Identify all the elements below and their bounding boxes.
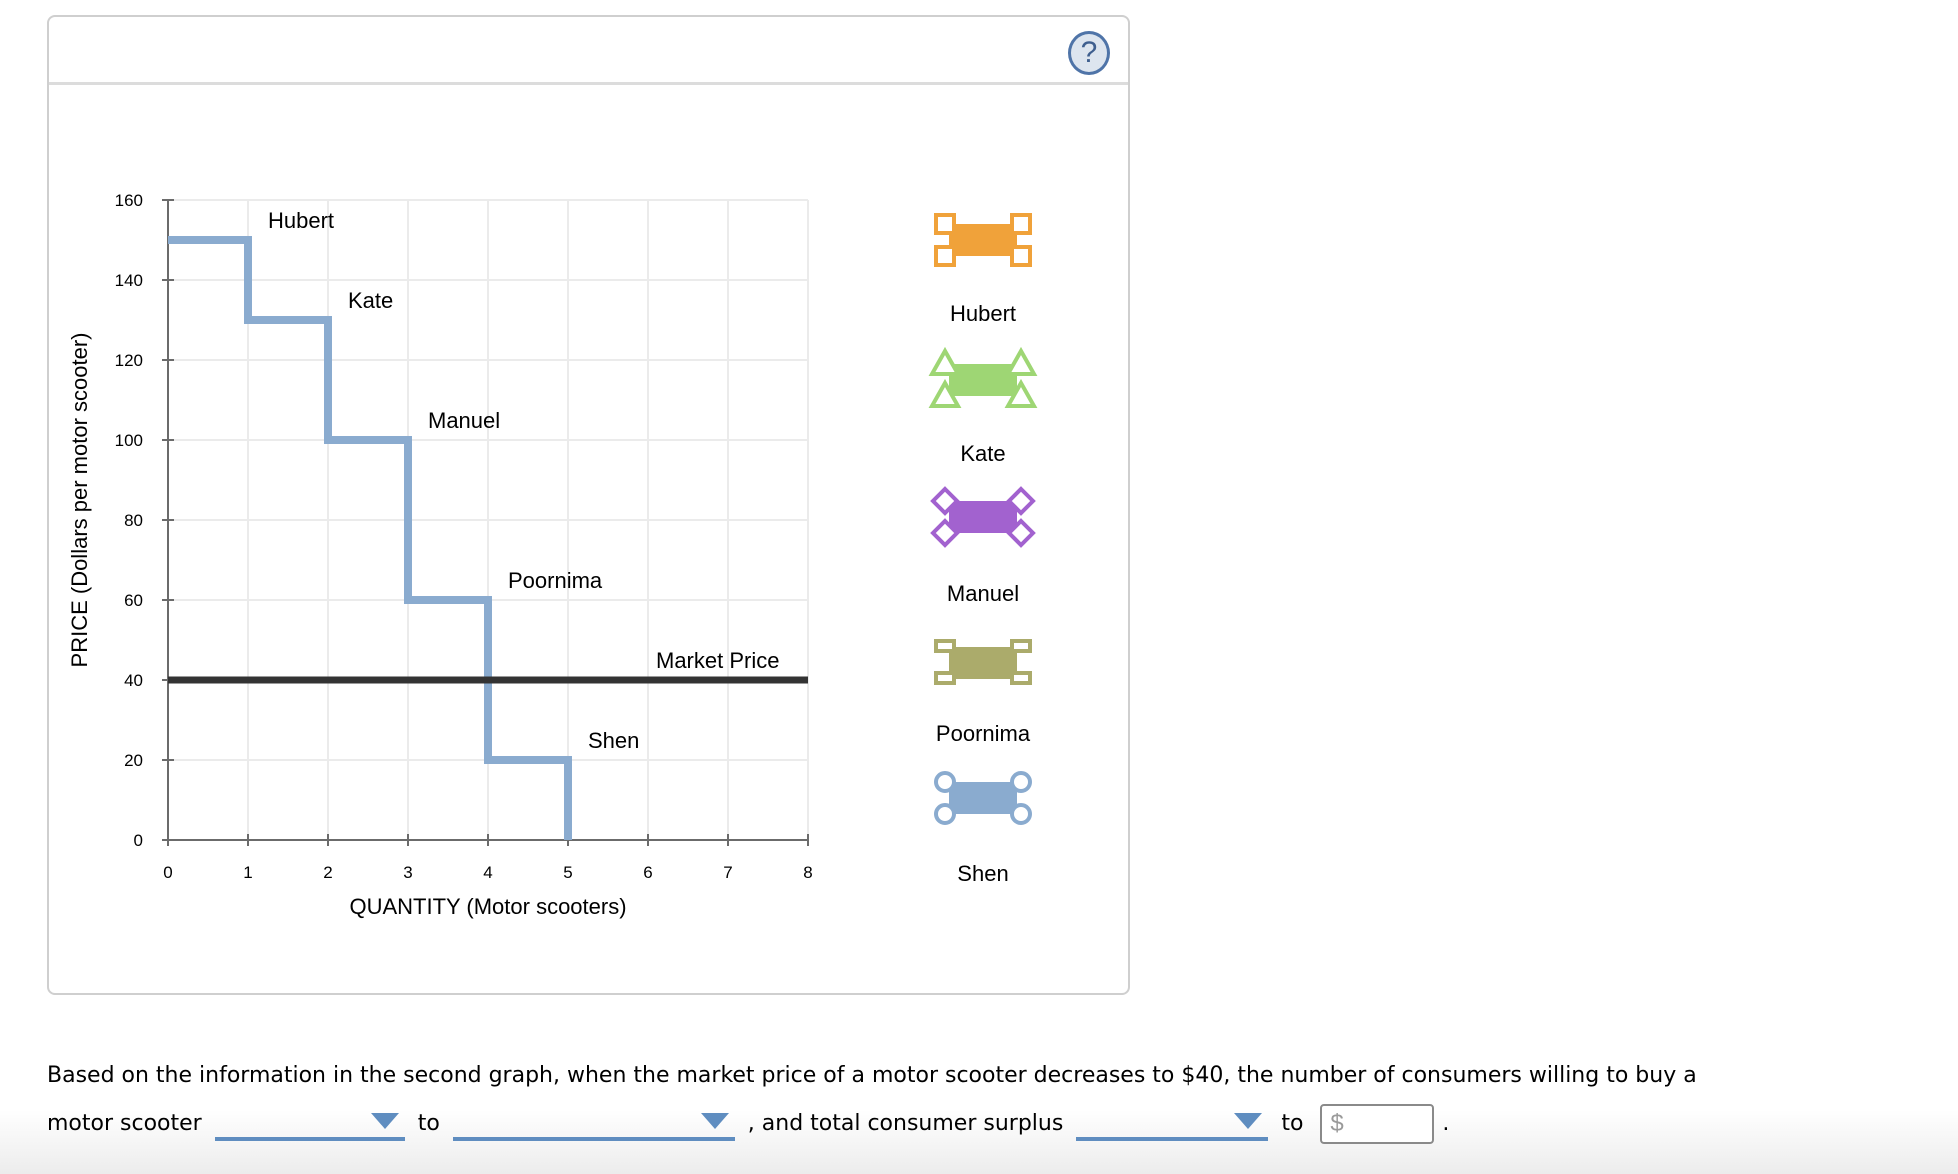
label-kate: Kate bbox=[348, 288, 393, 313]
square-marker-icon bbox=[934, 245, 956, 267]
y-tick-label: 140 bbox=[115, 271, 143, 290]
x-tick-label: 0 bbox=[163, 863, 172, 882]
axes: 0 20 40 60 80 100 120 140 160 0 1 2 3 4 5 6 7 8 bbox=[115, 191, 813, 882]
dash-marker-icon bbox=[1010, 639, 1032, 653]
legend-swatch bbox=[949, 224, 1017, 256]
y-tick-label: 0 bbox=[134, 831, 143, 850]
grid bbox=[168, 199, 809, 840]
sentence-end: . bbox=[1442, 1111, 1450, 1136]
question-part-1: motor scooter bbox=[47, 1111, 202, 1136]
question-line-1: Based on the information in the second g… bbox=[47, 1063, 1697, 1088]
legend-swatch bbox=[949, 364, 1017, 396]
legend-item-kate[interactable]: Kate bbox=[928, 346, 1038, 466]
legend-item-poornima[interactable]: Poornima bbox=[934, 639, 1032, 746]
x-tick-label: 1 bbox=[243, 863, 252, 882]
dash-marker-icon bbox=[1010, 671, 1032, 685]
question-mark-icon: ? bbox=[1080, 36, 1098, 69]
legend-label: Manuel bbox=[947, 581, 1019, 606]
series-layer bbox=[168, 236, 808, 840]
question-line-2: motor scooter to , and total consumer su… bbox=[47, 1100, 1927, 1148]
legend-label: Shen bbox=[957, 861, 1008, 886]
to-label-2: to bbox=[1281, 1111, 1304, 1136]
legend-swatch bbox=[949, 647, 1017, 679]
chevron-down-icon bbox=[700, 1113, 729, 1129]
question-part-2: , and total consumer surplus bbox=[747, 1111, 1064, 1136]
square-marker-icon bbox=[1010, 245, 1032, 267]
demand-chart: 0 20 40 60 80 100 120 140 160 0 1 2 3 4 5 6 7 8 Hubert Kat… bbox=[67, 191, 1038, 919]
circle-marker-icon bbox=[1010, 771, 1032, 793]
label-market-price: Market Price bbox=[656, 648, 779, 673]
demand-line bbox=[168, 236, 572, 840]
label-shen: Shen bbox=[588, 728, 639, 753]
help-button[interactable]: ? bbox=[1068, 31, 1110, 75]
circle-marker-icon bbox=[934, 771, 956, 793]
x-tick-label: 7 bbox=[723, 863, 732, 882]
x-tick-label: 8 bbox=[803, 863, 812, 882]
annotations: Hubert Kate Manuel Poornima Shen Market Price bbox=[268, 208, 779, 753]
legend-label: Hubert bbox=[950, 301, 1016, 326]
triangle-marker-icon bbox=[928, 378, 962, 408]
chevron-down-icon bbox=[370, 1113, 399, 1129]
circle-marker-icon bbox=[934, 803, 956, 825]
x-tick-label: 4 bbox=[483, 863, 492, 882]
x-tick-label: 3 bbox=[403, 863, 412, 882]
x-tick-label: 6 bbox=[643, 863, 652, 882]
panel-header: ? bbox=[49, 17, 1128, 85]
surplus-input-box[interactable]: $ bbox=[1320, 1104, 1435, 1144]
y-tick-label: 40 bbox=[124, 671, 143, 690]
triangle-marker-icon bbox=[1004, 346, 1038, 376]
consumers-from-dropdown[interactable] bbox=[214, 1107, 405, 1141]
legend-item-shen[interactable]: Shen bbox=[934, 771, 1032, 886]
diamond-marker-icon bbox=[930, 486, 960, 516]
dash-marker-icon bbox=[934, 671, 956, 685]
dollar-prefix: $ bbox=[1330, 1110, 1344, 1137]
triangle-marker-icon bbox=[928, 346, 962, 376]
surplus-input[interactable] bbox=[1348, 1108, 1433, 1142]
x-axis-title: QUANTITY (Motor scooters) bbox=[349, 894, 626, 919]
legend-label: Poornima bbox=[936, 721, 1031, 746]
y-tick-label: 120 bbox=[115, 351, 143, 370]
x-tick-label: 2 bbox=[323, 863, 332, 882]
circle-marker-icon bbox=[1010, 803, 1032, 825]
square-marker-icon bbox=[1010, 213, 1032, 235]
question-text: Based on the information in the second g… bbox=[47, 1052, 1927, 1148]
y-tick-label: 100 bbox=[115, 431, 143, 450]
legend-swatch bbox=[949, 501, 1017, 533]
diamond-marker-icon bbox=[1006, 518, 1036, 548]
consumers-to-dropdown[interactable] bbox=[452, 1107, 735, 1141]
legend-item-hubert[interactable]: Hubert bbox=[934, 213, 1032, 326]
to-label-1: to bbox=[417, 1111, 440, 1136]
legend-swatch bbox=[949, 782, 1017, 814]
diamond-marker-icon bbox=[1006, 486, 1036, 516]
diamond-marker-icon bbox=[930, 518, 960, 548]
chevron-down-icon bbox=[1234, 1113, 1263, 1129]
y-tick-label: 20 bbox=[124, 751, 143, 770]
square-marker-icon bbox=[934, 213, 956, 235]
y-tick-label: 60 bbox=[124, 591, 143, 610]
dash-marker-icon bbox=[934, 639, 956, 653]
surplus-change-dropdown[interactable] bbox=[1076, 1107, 1269, 1141]
y-tick-label: 80 bbox=[124, 511, 143, 530]
y-tick-label: 160 bbox=[115, 191, 143, 210]
y-axis-title: PRICE (Dollars per motor scooter) bbox=[67, 333, 92, 668]
label-manuel: Manuel bbox=[428, 408, 500, 433]
triangle-marker-icon bbox=[1004, 378, 1038, 408]
legend: Hubert Kate Manuel Poornima Shen bbox=[928, 213, 1038, 886]
label-hubert: Hubert bbox=[268, 208, 334, 233]
x-tick-label: 5 bbox=[563, 863, 572, 882]
label-poornima: Poornima bbox=[508, 568, 603, 593]
legend-label: Kate bbox=[960, 441, 1005, 466]
legend-item-manuel[interactable]: Manuel bbox=[930, 486, 1036, 606]
